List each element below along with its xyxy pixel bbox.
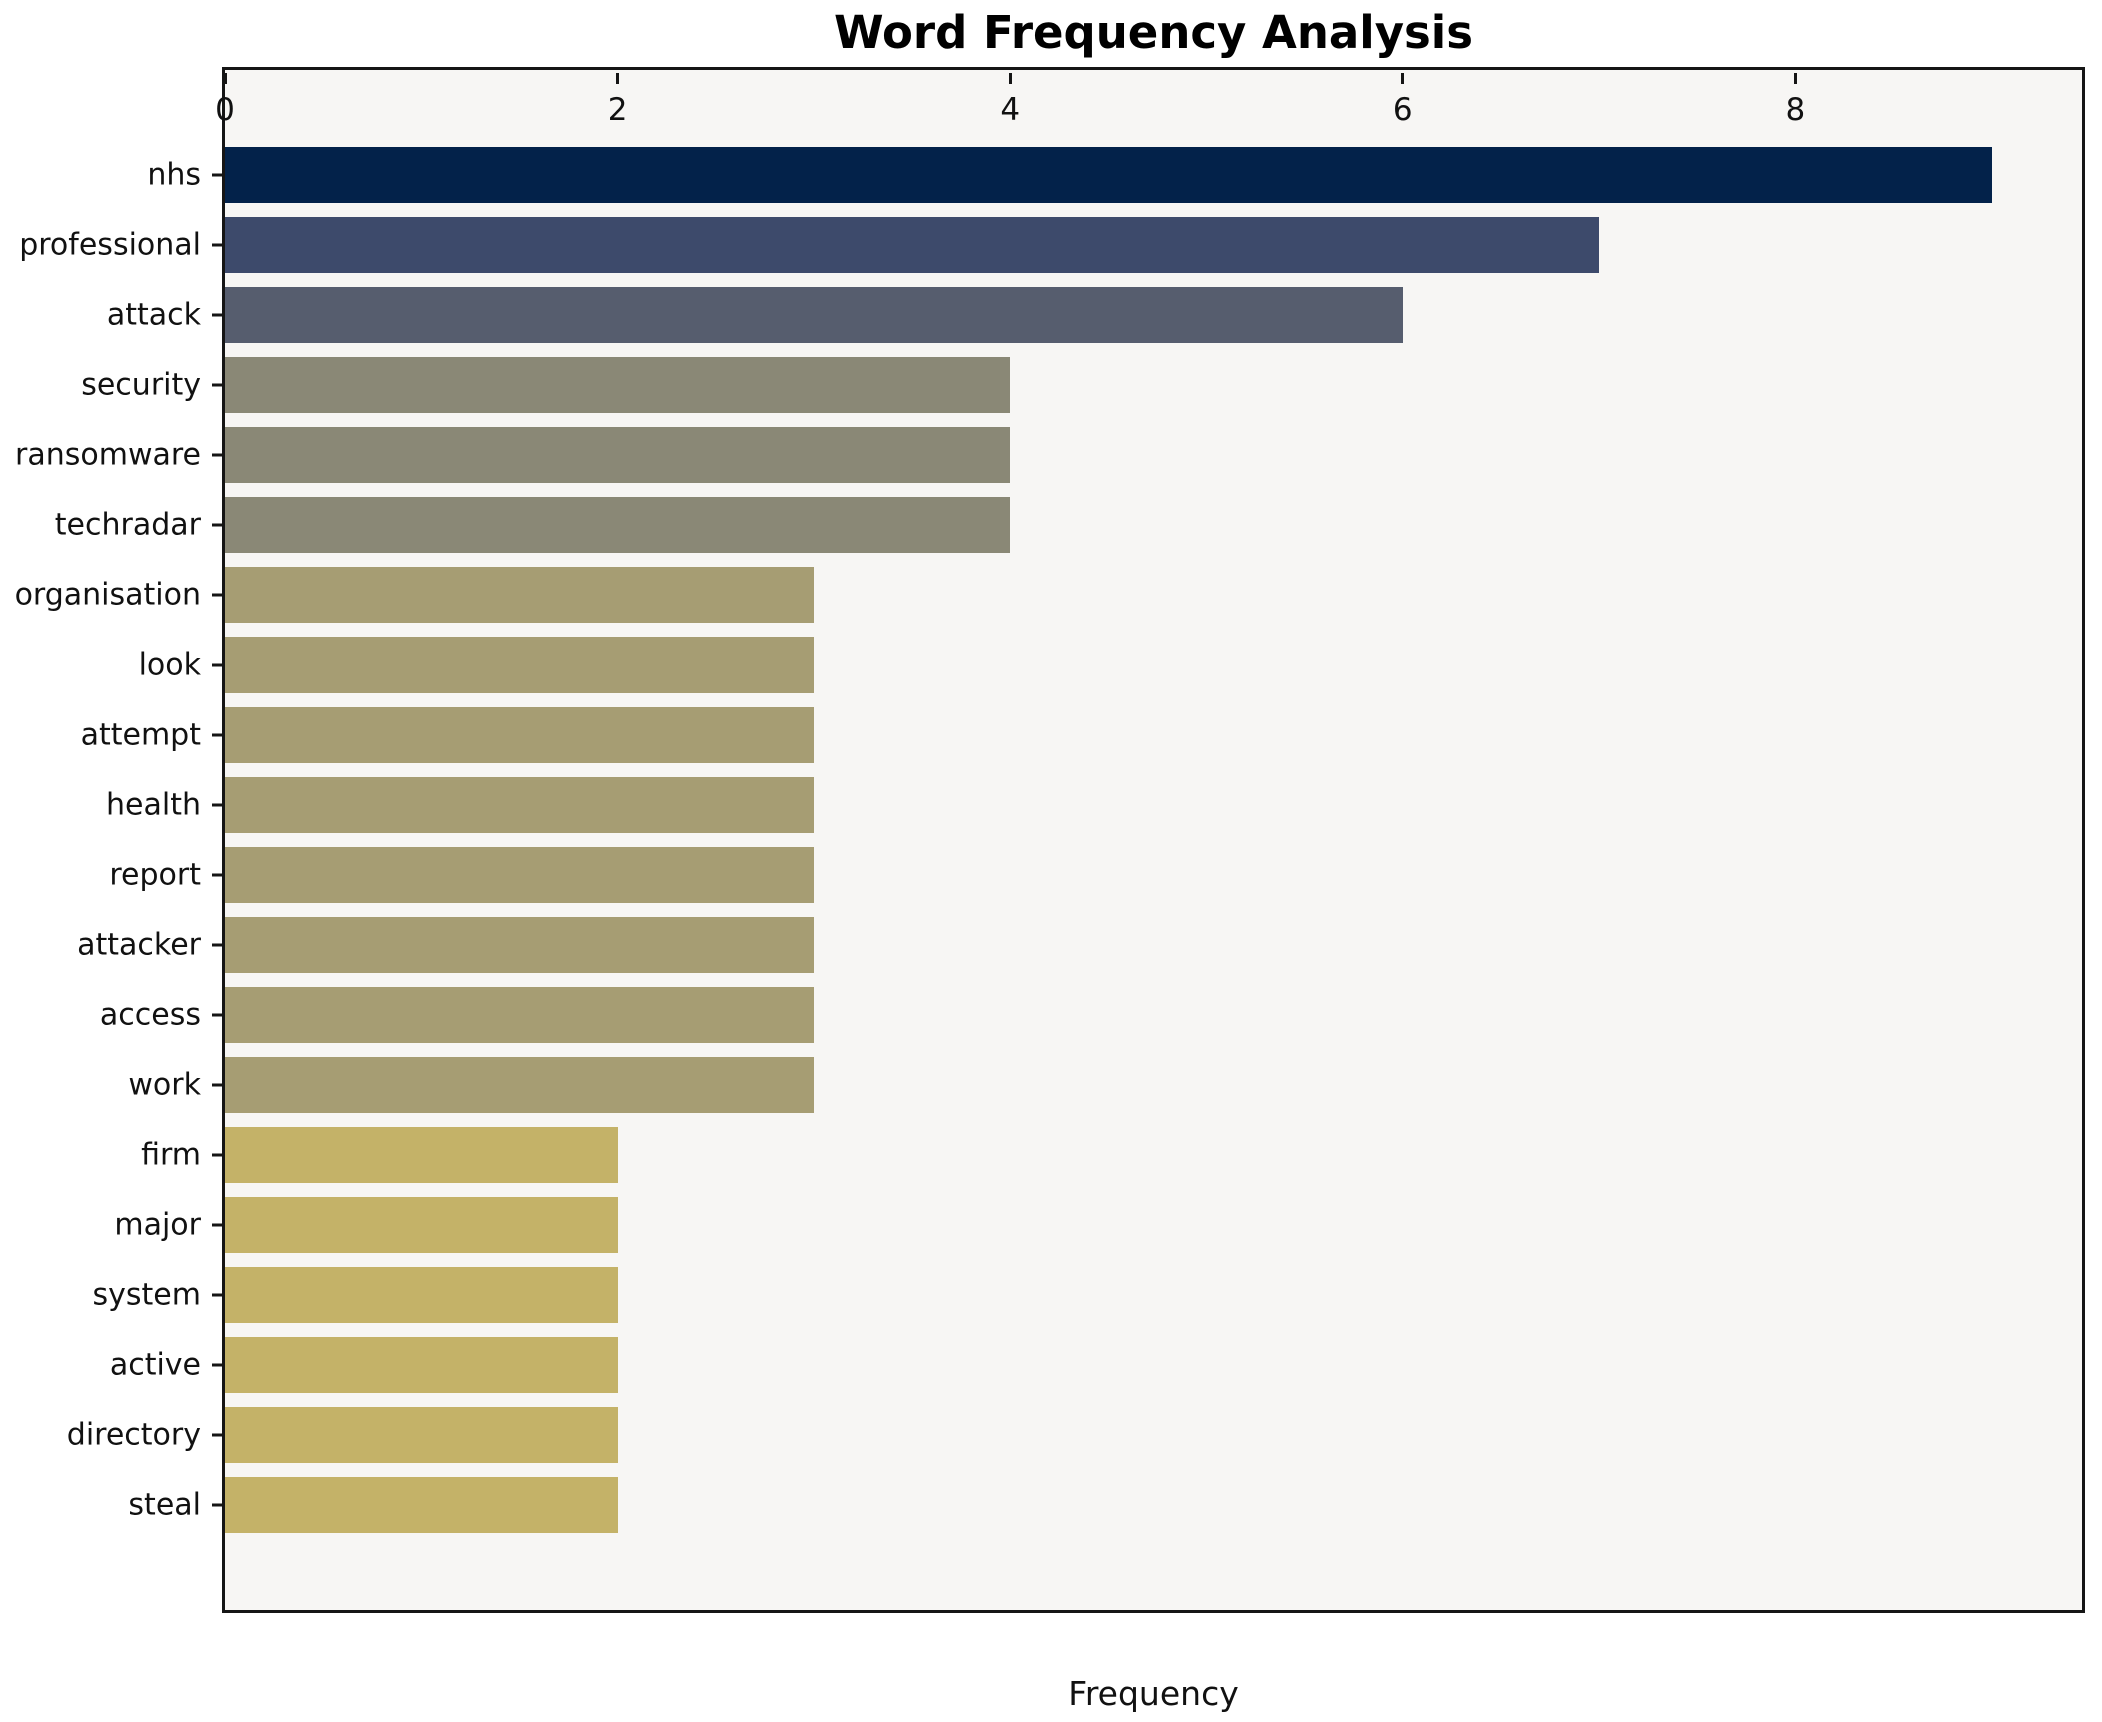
bar-system bbox=[225, 1267, 618, 1323]
y-axis-tick bbox=[212, 313, 222, 317]
bar-work bbox=[225, 1057, 814, 1113]
y-axis-tick bbox=[212, 1013, 222, 1017]
bar-row: security bbox=[81, 350, 2082, 420]
y-axis-tick bbox=[212, 383, 222, 387]
x-tick-label: 8 bbox=[1785, 92, 1806, 128]
x-tick-mark bbox=[616, 73, 620, 84]
y-axis-tick bbox=[212, 733, 222, 737]
bar-major bbox=[225, 1197, 618, 1253]
y-axis-label: techradar bbox=[54, 507, 201, 543]
x-tick-mark bbox=[1008, 73, 1012, 84]
bar-row: access bbox=[100, 980, 2082, 1050]
y-axis-label: attack bbox=[106, 297, 201, 333]
bar-look bbox=[225, 637, 814, 693]
bar-row: report bbox=[109, 840, 2082, 910]
x-tick-label: 2 bbox=[607, 92, 628, 128]
y-axis-label: directory bbox=[66, 1417, 201, 1453]
y-axis-label: report bbox=[109, 857, 201, 893]
bar-attempt bbox=[225, 707, 814, 763]
x-tick-label: 6 bbox=[1392, 92, 1413, 128]
bar-row: professional bbox=[19, 210, 2082, 280]
y-axis-label: major bbox=[114, 1207, 201, 1243]
x-tick-label: 0 bbox=[215, 92, 235, 128]
y-axis-tick bbox=[212, 943, 222, 947]
y-axis-tick bbox=[212, 523, 222, 527]
bar-row: organisation bbox=[15, 560, 2082, 630]
bars-container: nhs professional attack security ransomware t… bbox=[15, 140, 2082, 1540]
bar-row: system bbox=[93, 1260, 2082, 1330]
y-axis-tick bbox=[212, 1293, 222, 1297]
y-axis-tick bbox=[212, 1433, 222, 1437]
x-axis-title: Frequency bbox=[1068, 1674, 1239, 1713]
y-axis-label: access bbox=[99, 997, 201, 1033]
chart-title: Word Frequency Analysis bbox=[833, 6, 1474, 59]
y-axis-label: steal bbox=[128, 1487, 201, 1523]
bar-nhs bbox=[225, 147, 1992, 203]
y-axis-label: professional bbox=[19, 227, 201, 263]
bar-row: steal bbox=[128, 1470, 2082, 1540]
bar-row: attack bbox=[107, 280, 2082, 350]
x-tick-mark bbox=[1793, 73, 1797, 84]
bar-row: nhs bbox=[147, 140, 2082, 210]
y-axis-tick bbox=[212, 663, 222, 667]
bar-attacker bbox=[225, 917, 814, 973]
bar-row: directory bbox=[67, 1400, 2082, 1470]
bar-steal bbox=[225, 1477, 618, 1533]
bar-directory bbox=[225, 1407, 618, 1463]
bar-row: attacker bbox=[77, 910, 2082, 980]
bar-row: techradar bbox=[55, 490, 2082, 560]
y-axis-label: system bbox=[92, 1277, 201, 1313]
bar-organisation bbox=[225, 567, 814, 623]
bar-active bbox=[225, 1337, 618, 1393]
y-axis-label: active bbox=[109, 1347, 201, 1383]
bar-row: health bbox=[106, 770, 2082, 840]
bar-professional bbox=[225, 217, 1600, 273]
bar-firm bbox=[225, 1127, 618, 1183]
y-axis-tick bbox=[212, 243, 222, 247]
bar-row: firm bbox=[141, 1120, 2082, 1190]
y-axis-tick bbox=[212, 1223, 222, 1227]
plot-area: nhs professional attack security ransomware t… bbox=[15, 67, 2085, 1713]
bar-techradar bbox=[225, 497, 1011, 553]
y-axis-label: health bbox=[106, 787, 201, 823]
y-axis-tick bbox=[212, 1363, 222, 1367]
y-axis-tick bbox=[212, 173, 222, 177]
y-axis-tick bbox=[212, 1083, 222, 1087]
y-axis-label: attacker bbox=[77, 927, 201, 963]
x-tick-label: 4 bbox=[1000, 92, 1021, 128]
y-axis-tick bbox=[212, 1153, 222, 1157]
y-axis-label: attempt bbox=[80, 717, 201, 753]
y-axis-tick bbox=[212, 803, 222, 807]
bar-ransomware bbox=[225, 427, 1011, 483]
bar-report bbox=[225, 847, 814, 903]
bar-row: attempt bbox=[81, 700, 2082, 770]
y-axis-label: security bbox=[81, 367, 201, 403]
y-axis-label: firm bbox=[141, 1137, 201, 1173]
x-tick-mark bbox=[1401, 73, 1405, 84]
bar-health bbox=[225, 777, 814, 833]
bar-row: ransomware bbox=[15, 420, 2082, 490]
y-axis-tick bbox=[212, 593, 222, 597]
bar-row: look bbox=[139, 630, 2082, 700]
y-axis-tick bbox=[212, 453, 222, 457]
bar-attack bbox=[225, 287, 1403, 343]
x-tick-mark bbox=[223, 73, 227, 84]
y-axis-label: nhs bbox=[147, 157, 201, 193]
y-axis-label: work bbox=[128, 1067, 201, 1103]
bar-row: active bbox=[110, 1330, 2082, 1400]
y-axis-tick bbox=[212, 1503, 222, 1507]
y-axis-label: ransomware bbox=[15, 437, 201, 473]
bar-access bbox=[225, 987, 814, 1043]
bar-row: major bbox=[114, 1190, 2082, 1260]
bar-security bbox=[225, 357, 1011, 413]
y-axis-label: organisation bbox=[14, 577, 201, 613]
bar-row: work bbox=[128, 1050, 2082, 1120]
y-axis-tick bbox=[212, 873, 222, 877]
y-axis-label: look bbox=[138, 647, 201, 683]
